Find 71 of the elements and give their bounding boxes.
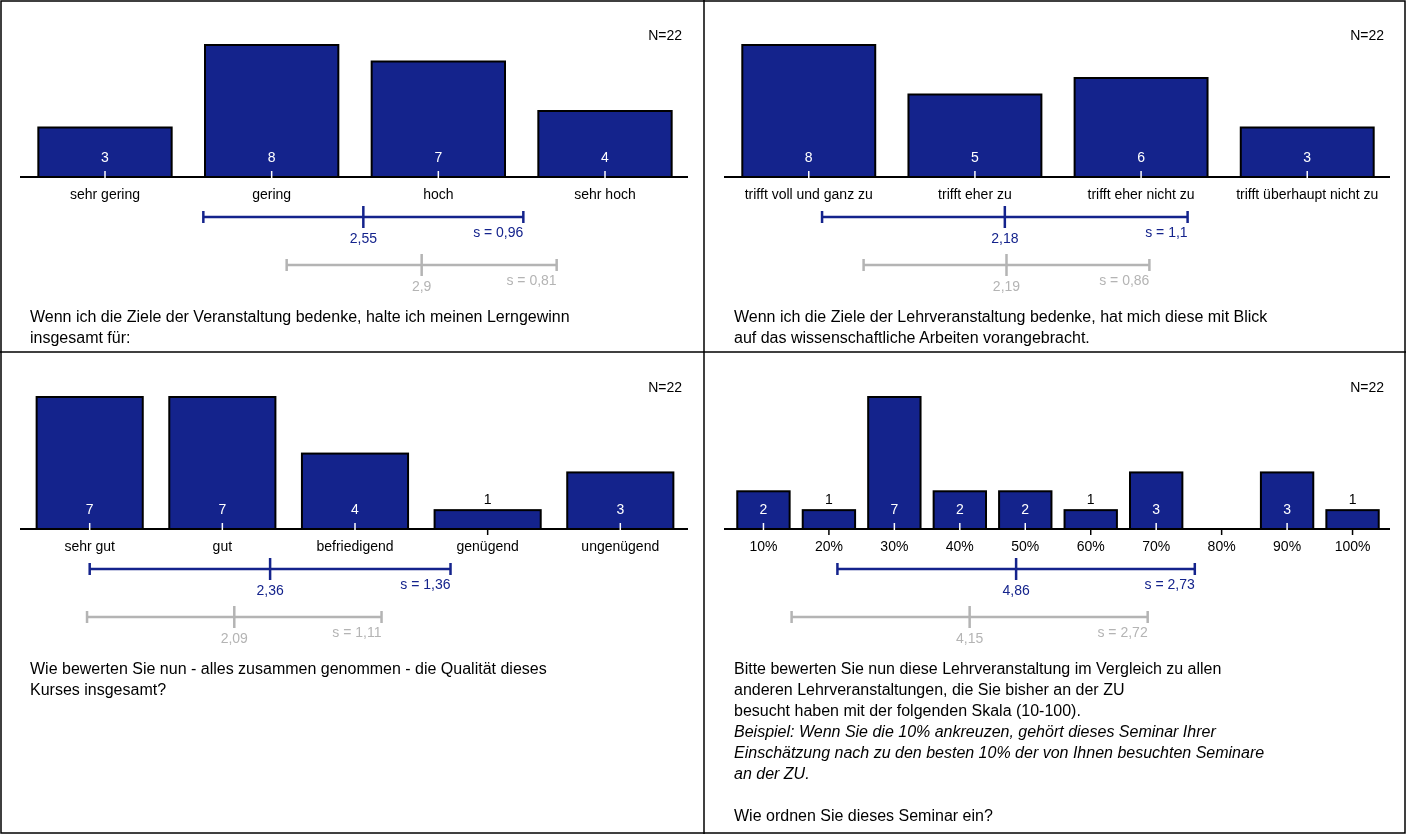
text: 4,86 [1002, 582, 1030, 598]
data-label: 2 [759, 501, 768, 517]
data-label: 3 [1303, 149, 1312, 165]
x-tick-label: ungenügend [581, 538, 660, 554]
data-label: 4 [601, 149, 610, 165]
text: 2,55 [349, 230, 378, 246]
data-label: 3 [616, 501, 625, 517]
data-label: 7 [434, 149, 443, 165]
x-tick-label: befriedigend [316, 538, 394, 554]
text: 2,18 [991, 230, 1019, 246]
data-label: 8 [804, 149, 813, 165]
text: Wenn ich die Ziele der Lehrveranstaltung bedenke, hat mich diese mit Blick auf das wissenschaftliche Arbeiten vorangebracht. [734, 308, 1269, 346]
text: Wie ordnen Sie dieses Seminar ein? [734, 807, 993, 824]
x-tick-label: sehr gering [69, 186, 141, 202]
text: Bitte bewerten Sie nun diese Lehrveranstaltung im Vergleich zu allen anderen Lehrveranstaltungen, die Sie bisher an der ZU besucht haben mit der folgenden Skala (10-100). [734, 660, 1222, 719]
x-tick-label: 40% [945, 538, 974, 554]
data-label: 7 [85, 501, 94, 517]
text: s = 2,72 [1097, 624, 1148, 640]
data-label: 1 [1086, 491, 1095, 508]
x-tick-label: trifft eher nicht zu [1087, 186, 1195, 202]
x-tick-label: trifft eher zu [938, 186, 1012, 202]
data-label: 7 [890, 501, 899, 517]
data-label: 3 [1152, 501, 1161, 517]
x-tick-label: sehr hoch [574, 186, 636, 202]
text: Wie bewerten Sie nun - alles zusammen genommen - die Qualität dieses Kurses insgesamt? [30, 660, 547, 698]
text: 2,19 [992, 278, 1021, 294]
x-tick-label: 10% [749, 538, 778, 554]
text: s = 1,1 [1145, 224, 1188, 240]
data-label: 1 [1348, 491, 1357, 508]
text: N=22 [648, 27, 683, 43]
text: N=22 [1350, 27, 1385, 43]
x-tick-label: 90% [1273, 538, 1302, 554]
x-tick-label: trifft überhaupt nicht zu [1236, 186, 1379, 202]
data-label: 3 [101, 149, 110, 165]
x-tick-label: sehr gut [64, 538, 116, 554]
text: s = 0,86 [1099, 272, 1150, 288]
text: s = 2,73 [1144, 576, 1196, 592]
x-tick-label: trifft voll und ganz zu [744, 186, 873, 202]
x-tick-label: 70% [1142, 538, 1171, 554]
data-label: 1 [825, 491, 834, 508]
data-label: 5 [971, 149, 980, 165]
text: 2,9 [411, 278, 432, 294]
data-label: 3 [1283, 501, 1292, 517]
x-tick-label: hoch [423, 186, 454, 202]
data-label: 8 [267, 149, 276, 165]
text: 4,15 [956, 630, 984, 646]
x-tick-label: 60% [1076, 538, 1105, 554]
data-label: 4 [351, 501, 360, 517]
text: s = 0,96 [473, 224, 524, 240]
x-tick-label: 50% [1011, 538, 1040, 554]
text: 2,09 [220, 630, 249, 646]
data-label: 2 [1021, 501, 1030, 517]
text: 2,36 [256, 582, 284, 598]
x-tick-label: genügend [456, 538, 519, 554]
x-tick-label: gut [212, 538, 233, 554]
x-tick-label: gering [252, 186, 292, 202]
text: Wenn ich die Ziele der Veranstaltung bedenke, halte ich meinen Lerngewinn insgesamt für: [30, 308, 570, 346]
x-tick-label: 20% [814, 538, 843, 554]
x-tick-label: 30% [880, 538, 909, 554]
text: s = 0,81 [506, 272, 557, 288]
data-label: 2 [955, 501, 964, 517]
x-tick-label: 80% [1207, 538, 1236, 554]
text: s = 1,11 [332, 624, 382, 640]
text: s = 1,36 [400, 576, 451, 592]
text: Beispiel: Wenn Sie die 10% ankreuzen, gehört dieses Seminar Ihrer Einschätzung nach zu den besten 10% der von Ihnen besuchten Seminare an der ZU. [734, 723, 1265, 782]
data-label: 7 [218, 501, 227, 517]
x-tick-label: 100% [1334, 538, 1371, 554]
data-label: 1 [483, 491, 492, 508]
text: N=22 [648, 379, 683, 395]
data-label: 6 [1137, 149, 1146, 165]
text: N=22 [1350, 379, 1385, 395]
